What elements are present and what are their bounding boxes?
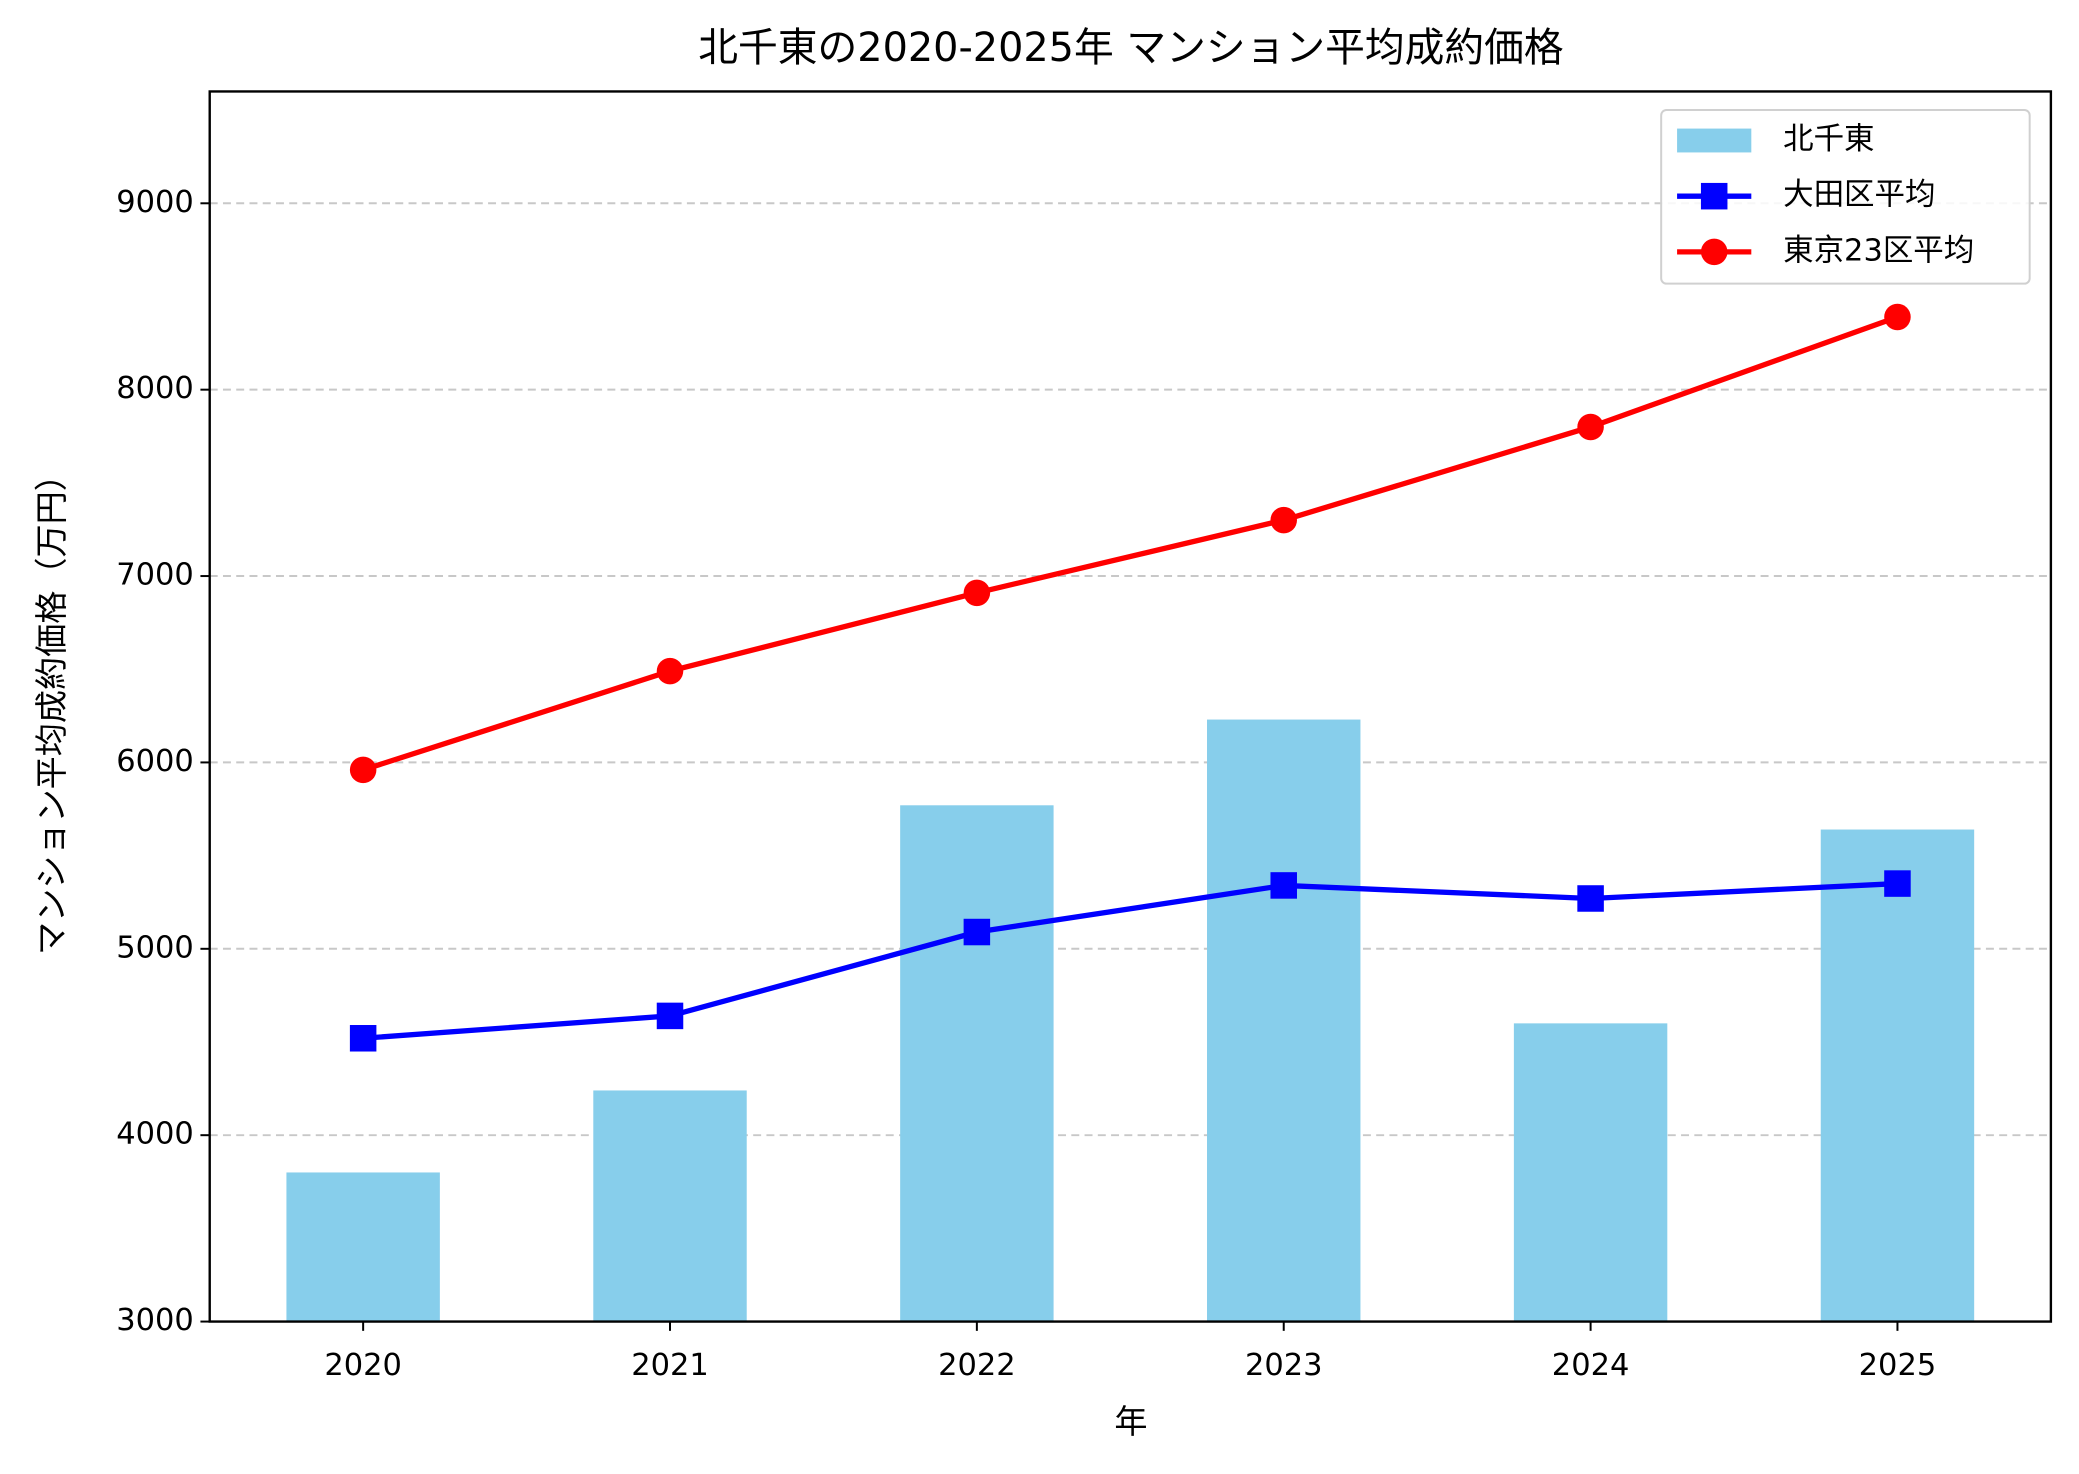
- x-tick-label: 2020: [324, 1348, 402, 1383]
- bar: [1207, 719, 1361, 1322]
- y-axis-label: マンション平均成約価格（万円）: [32, 458, 71, 955]
- legend-swatch: [1677, 128, 1752, 153]
- legend-label: 東京23区平均: [1783, 233, 1974, 268]
- y-tick-label: 3000: [116, 1303, 194, 1338]
- bar: [1820, 829, 1975, 1322]
- line-marker: [349, 756, 377, 784]
- legend-box: [1660, 109, 2031, 285]
- line: [362, 314, 1899, 773]
- line-marker: [1577, 885, 1604, 912]
- x-tick-label: 2024: [1552, 1348, 1630, 1383]
- bar: [286, 1172, 440, 1322]
- y-tick-label: 6000: [116, 744, 194, 779]
- line-marker: [1884, 870, 1911, 897]
- line-marker: [1270, 506, 1297, 534]
- line-marker: [656, 657, 684, 685]
- y-tick-label: 7000: [116, 558, 194, 593]
- legend-label: 大田区平均: [1783, 178, 1935, 213]
- line-marker: [1577, 413, 1604, 441]
- y-tick-label: 9000: [116, 185, 194, 220]
- chart-title: 北千東の2020-2025年 マンション平均成約価格: [698, 25, 1563, 71]
- line: [362, 880, 1898, 1041]
- line-marker: [963, 918, 991, 946]
- bar: [1513, 1023, 1668, 1322]
- legend-label: 北千東: [1783, 122, 1874, 157]
- legend-marker: [1700, 182, 1728, 210]
- bar: [593, 1090, 747, 1322]
- plot-frame: [208, 90, 2053, 1323]
- legend-marker: [1700, 238, 1728, 266]
- x-axis-label: 年: [1114, 1402, 1147, 1441]
- x-tick-label: 2022: [938, 1348, 1016, 1383]
- y-tick-label: 8000: [116, 371, 194, 406]
- x-tick-label: 2021: [631, 1348, 709, 1383]
- line-marker: [349, 1025, 377, 1052]
- line-marker: [1884, 303, 1911, 331]
- x-tick-label: 2025: [1859, 1348, 1937, 1383]
- line-marker: [656, 1002, 684, 1030]
- y-tick-label: 5000: [116, 930, 194, 965]
- line-marker: [963, 579, 991, 607]
- line-marker: [1270, 872, 1297, 899]
- x-tick-label: 2023: [1245, 1348, 1323, 1383]
- y-tick-label: 4000: [116, 1117, 194, 1152]
- bar: [900, 805, 1054, 1322]
